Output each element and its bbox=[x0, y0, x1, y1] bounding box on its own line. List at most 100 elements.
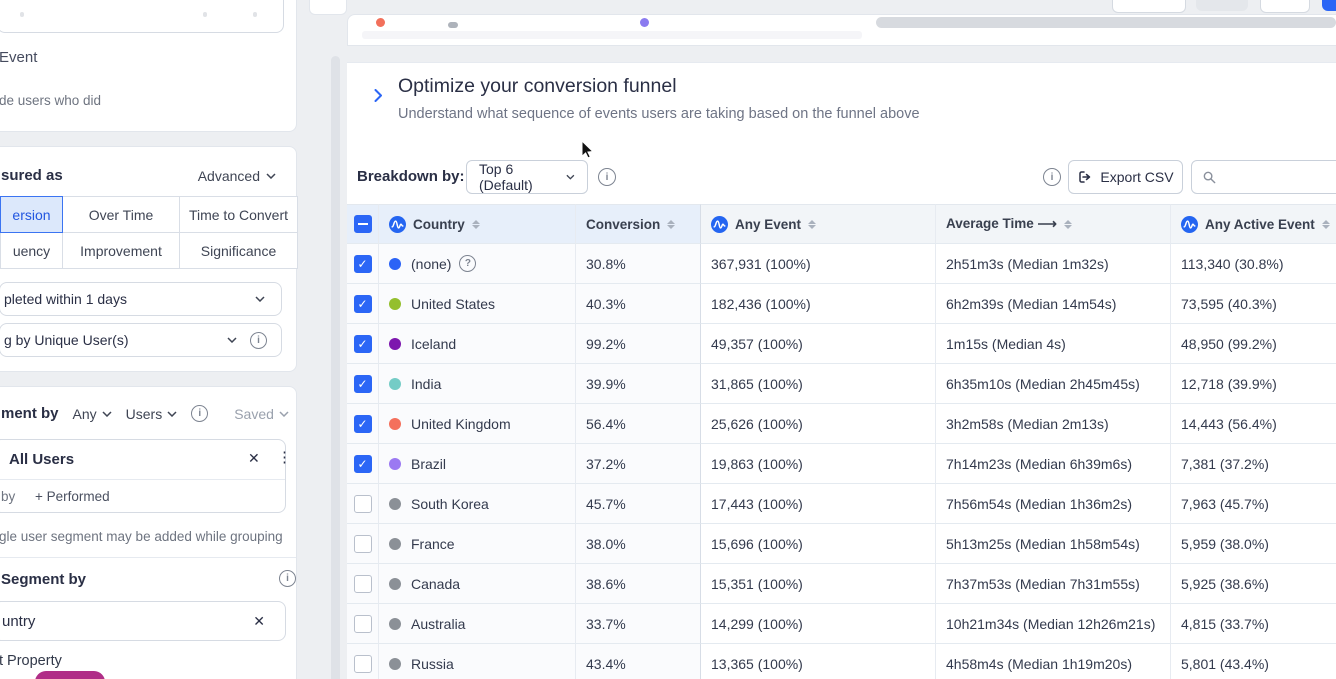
row-checkbox[interactable] bbox=[354, 495, 372, 513]
event-hint: de users who did bbox=[0, 93, 101, 108]
tab-over-time[interactable]: Over Time bbox=[62, 196, 180, 233]
row-checkbox[interactable] bbox=[354, 535, 372, 553]
sort-icon[interactable] bbox=[667, 220, 675, 229]
series-color-dot bbox=[389, 498, 401, 510]
average-time-cell: 1m15s (Median 4s) bbox=[936, 324, 1171, 364]
column-header-any-event[interactable]: Any Event bbox=[701, 204, 936, 244]
more-options-icon[interactable]: ⋮ bbox=[277, 450, 292, 465]
conversion-cell: 40.3% bbox=[576, 284, 701, 324]
table-search-input[interactable] bbox=[1191, 160, 1336, 194]
tab-ersion[interactable]: ersion bbox=[0, 196, 63, 233]
segment-users-dropdown[interactable]: Users bbox=[126, 406, 178, 422]
remove-country-icon[interactable]: ✕ bbox=[253, 614, 265, 628]
add-performed-button[interactable]: + Performed bbox=[35, 489, 110, 504]
row-checkbox-cell bbox=[347, 524, 379, 564]
average-time-cell: 5h13m25s (Median 1h58m54s) bbox=[936, 524, 1171, 564]
breakdown-dropdown[interactable]: Top 6 (Default) bbox=[466, 160, 588, 194]
country-cell: Iceland bbox=[379, 324, 576, 364]
sort-icon[interactable] bbox=[1064, 220, 1072, 229]
conversion-cell: 39.9% bbox=[576, 364, 701, 404]
legend-label-fragment bbox=[362, 31, 862, 39]
any-event-cell: 367,931 (100%) bbox=[701, 244, 936, 284]
series-color-dot bbox=[389, 658, 401, 670]
column-header-conversion[interactable]: Conversion bbox=[576, 204, 701, 244]
any-event-cell: 49,357 (100%) bbox=[701, 324, 936, 364]
sort-icon[interactable] bbox=[808, 220, 816, 229]
export-csv-button[interactable]: Export CSV bbox=[1068, 160, 1183, 194]
any-event-cell: 15,351 (100%) bbox=[701, 564, 936, 604]
completion-window-dropdown[interactable]: pleted within 1 days bbox=[0, 282, 282, 316]
top-button-2[interactable] bbox=[1196, 0, 1248, 11]
info-icon[interactable]: i bbox=[279, 570, 296, 587]
row-checkbox[interactable] bbox=[354, 655, 372, 673]
optimize-banner[interactable]: Optimize your conversion funnel Understa… bbox=[347, 62, 1336, 140]
tab-improvement[interactable]: Improvement bbox=[62, 232, 180, 269]
average-time-cell-value: 6h2m39s (Median 14m54s) bbox=[946, 296, 1116, 312]
column-header-label: Conversion bbox=[586, 217, 660, 232]
tab-significance[interactable]: Significance bbox=[179, 232, 298, 269]
average-time-cell-value: 1m15s (Median 4s) bbox=[946, 336, 1066, 352]
segment-any-dropdown[interactable]: Any bbox=[73, 406, 112, 422]
row-checkbox[interactable] bbox=[354, 575, 372, 593]
conversion-cell: 43.4% bbox=[576, 644, 701, 679]
top-button-primary[interactable] bbox=[1322, 0, 1336, 11]
info-icon[interactable]: i bbox=[191, 405, 208, 422]
legend-dot-orange bbox=[376, 18, 385, 27]
country-name: France bbox=[411, 536, 455, 552]
segment-by-value: untry bbox=[2, 613, 35, 630]
amplitude-event-icon bbox=[711, 216, 728, 233]
counting-by-dropdown[interactable]: g by Unique User(s) i bbox=[0, 323, 282, 357]
column-header-label: Country bbox=[413, 217, 465, 232]
row-checkbox[interactable]: ✓ bbox=[354, 295, 372, 313]
average-time-cell-value: 5h13m25s (Median 1h58m54s) bbox=[946, 536, 1140, 552]
country-cell: Russia bbox=[379, 644, 576, 679]
sidebar-vertical-scrollbar[interactable] bbox=[331, 56, 340, 679]
help-icon[interactable]: ? bbox=[459, 255, 476, 272]
export-icon bbox=[1077, 169, 1093, 185]
tab-time-to-convert[interactable]: Time to Convert bbox=[179, 196, 298, 233]
column-header-any-active-event[interactable]: Any Active Event bbox=[1171, 204, 1336, 244]
app-root: Event de users who did sured as Advanced… bbox=[0, 0, 1336, 679]
country-name: United Kingdom bbox=[411, 416, 511, 432]
row-checkbox[interactable] bbox=[354, 615, 372, 633]
column-header-country[interactable]: Country bbox=[379, 204, 576, 244]
info-icon[interactable]: i bbox=[598, 168, 616, 186]
chevron-down-icon bbox=[102, 411, 112, 417]
top-button-1[interactable] bbox=[1112, 0, 1186, 13]
row-checkbox[interactable]: ✓ bbox=[354, 455, 372, 473]
average-time-cell-value: 7h56m54s (Median 1h36m2s) bbox=[946, 496, 1132, 512]
legend-dot-purple bbox=[640, 18, 649, 27]
tab-uency[interactable]: uency bbox=[0, 232, 63, 269]
top-button-3[interactable] bbox=[1260, 0, 1310, 13]
column-header-average-time[interactable]: Average Time ⟶ bbox=[936, 204, 1171, 244]
segment-by-country-box[interactable]: untry ✕ bbox=[0, 601, 286, 641]
any-active-event-cell: 4,815 (33.7%) bbox=[1171, 604, 1336, 644]
segment-by-title: Segment by bbox=[1, 571, 86, 588]
sort-icon[interactable] bbox=[472, 220, 480, 229]
any-label: Any bbox=[73, 406, 97, 422]
row-checkbox[interactable]: ✓ bbox=[354, 335, 372, 353]
any-active-event-cell: 73,595 (40.3%) bbox=[1171, 284, 1336, 324]
sort-icon[interactable] bbox=[1322, 220, 1330, 229]
advanced-dropdown[interactable]: Advanced bbox=[198, 168, 276, 184]
remove-segment-icon[interactable]: ✕ bbox=[248, 451, 260, 465]
info-icon[interactable]: i bbox=[250, 332, 267, 349]
average-time-cell: 7h14m23s (Median 6h39m6s) bbox=[936, 444, 1171, 484]
any-event-cell: 15,696 (100%) bbox=[701, 524, 936, 564]
breakdown-value: Top 6 (Default) bbox=[479, 161, 559, 193]
info-icon[interactable]: i bbox=[1043, 168, 1061, 186]
row-checkbox[interactable]: ✓ bbox=[354, 255, 372, 273]
row-checkbox-cell: ✓ bbox=[347, 404, 379, 444]
row-checkbox[interactable]: ✓ bbox=[354, 375, 372, 393]
chevron-right-icon[interactable] bbox=[374, 89, 383, 102]
event-input[interactable] bbox=[0, 0, 284, 33]
saved-dropdown[interactable]: Saved bbox=[234, 406, 289, 422]
row-checkbox[interactable]: ✓ bbox=[354, 415, 372, 433]
conversion-cell-value: 56.4% bbox=[586, 416, 626, 432]
chart-horizontal-scrollbar[interactable] bbox=[876, 17, 1336, 28]
chevron-down-icon bbox=[266, 173, 276, 179]
select-all-checkbox[interactable] bbox=[354, 215, 372, 233]
average-time-cell-value: 4h58m4s (Median 1h19m20s) bbox=[946, 656, 1132, 672]
any-active-event-cell: 12,718 (39.9%) bbox=[1171, 364, 1336, 404]
select-property-button[interactable]: t Property bbox=[0, 653, 62, 669]
